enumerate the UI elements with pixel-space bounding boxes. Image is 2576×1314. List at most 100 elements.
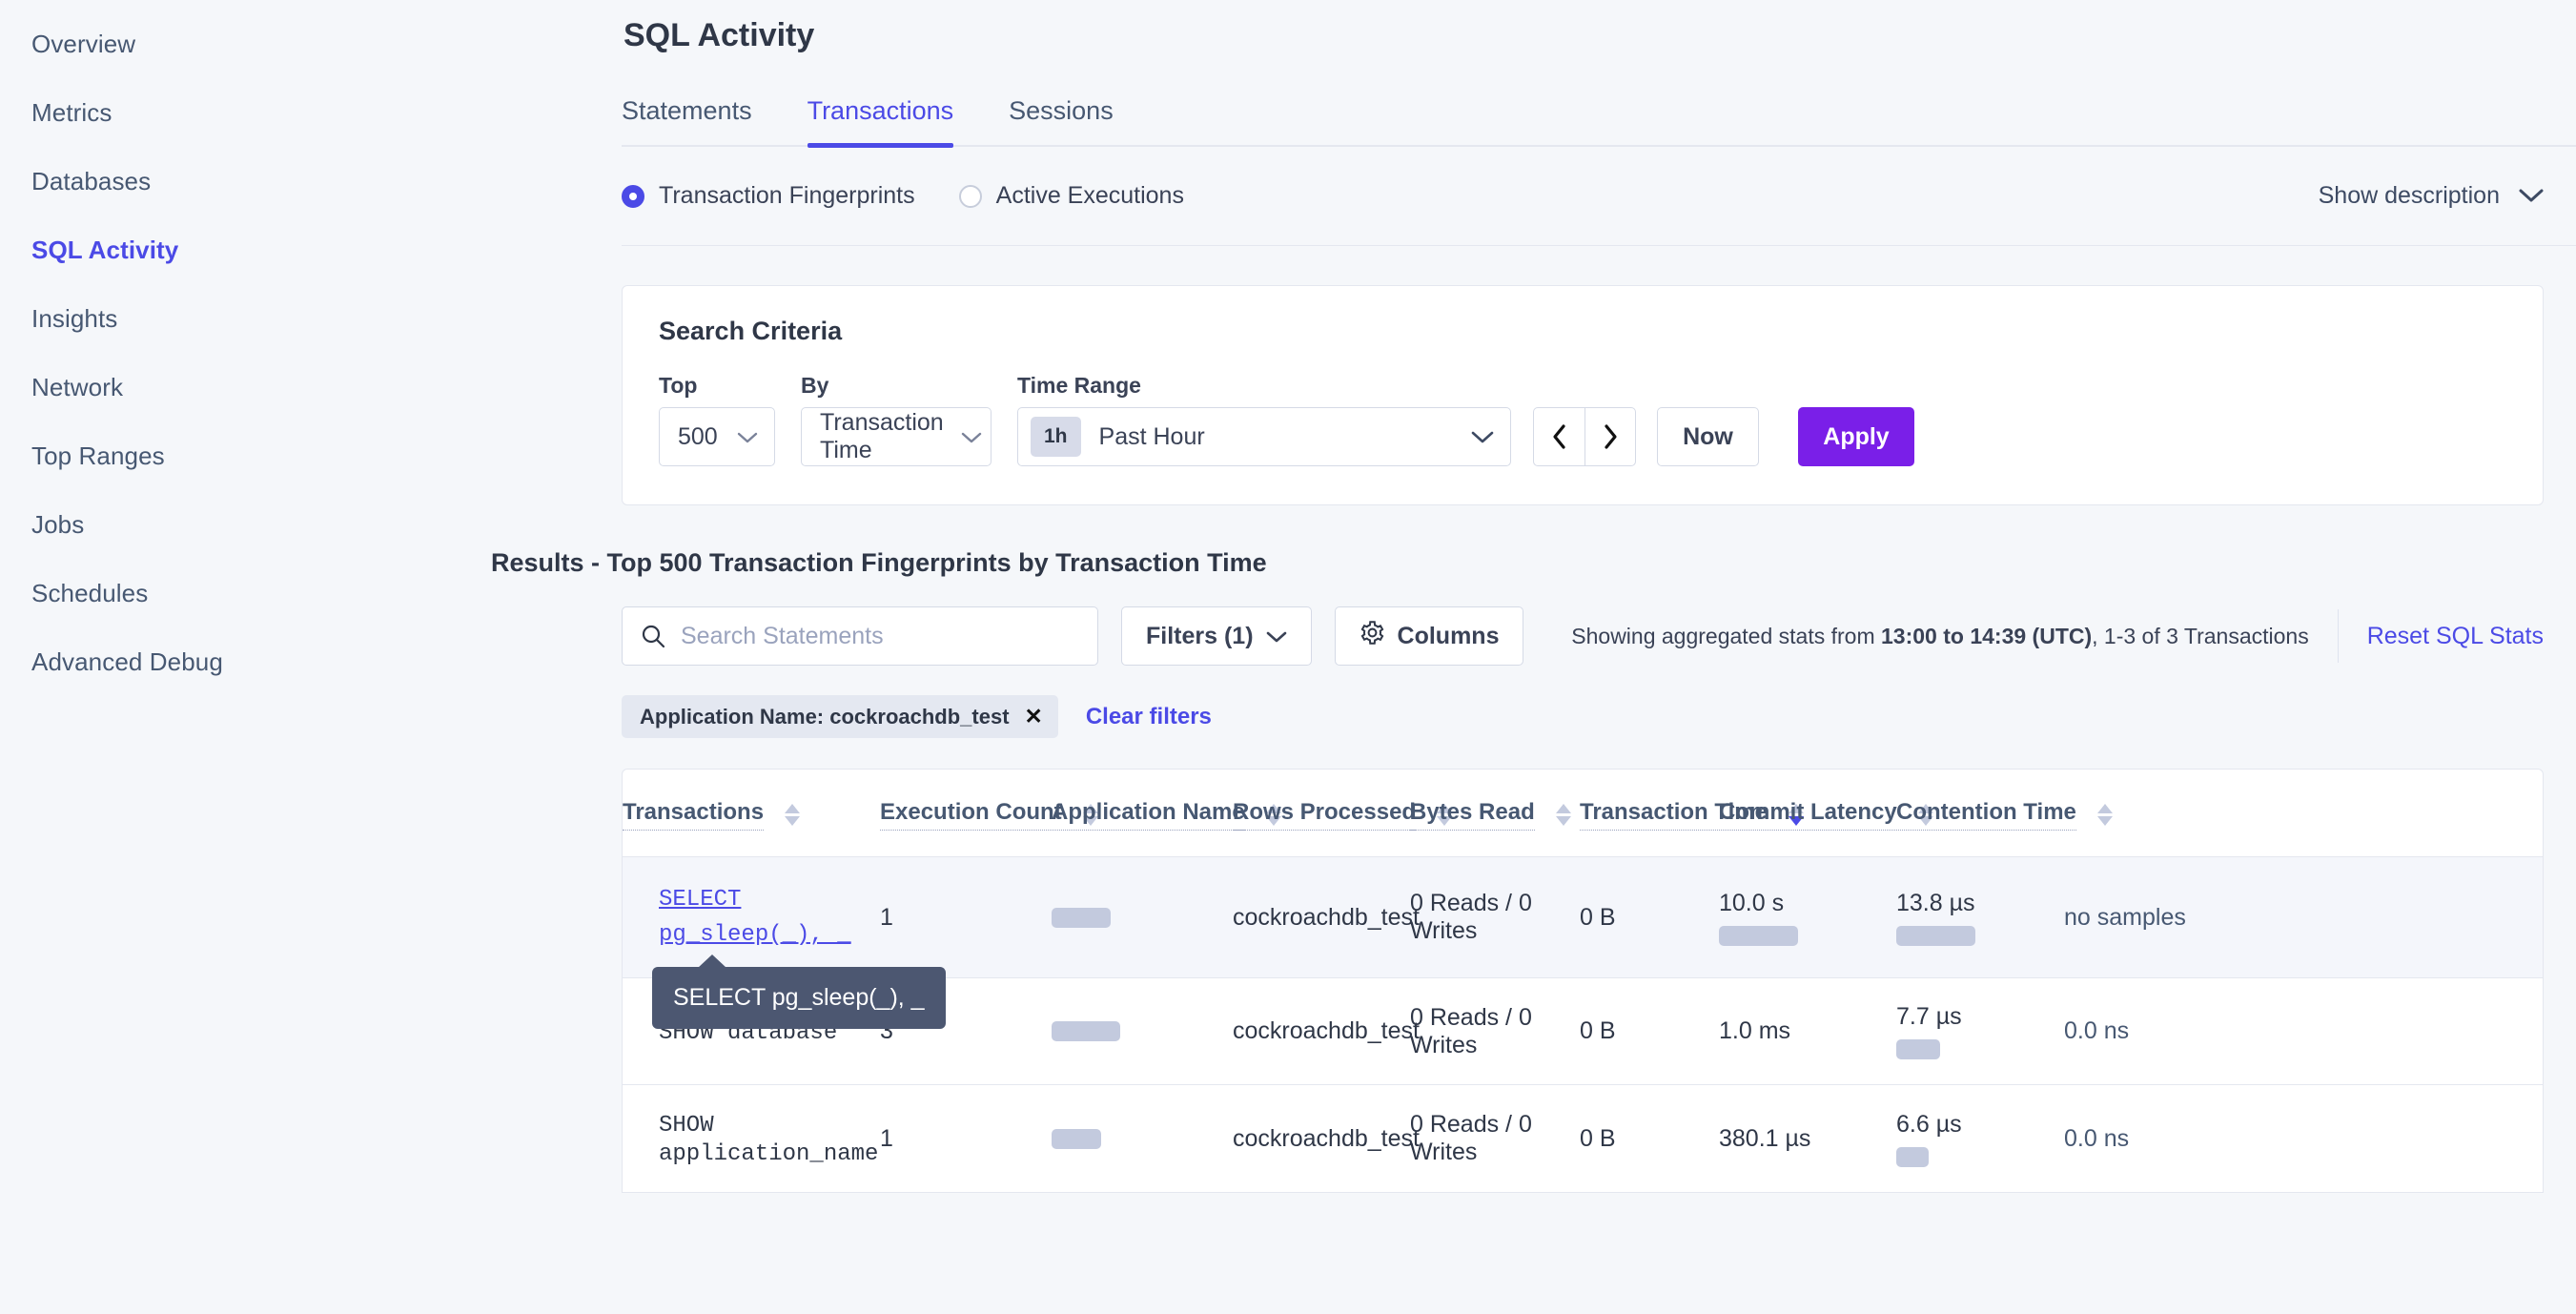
results-toolbar: Filters (1) Columns Showing aggregated s… [622,606,2544,666]
sort-toggle-icon[interactable] [1788,804,1804,826]
sort-toggle-icon[interactable] [1437,804,1453,826]
col-header-commit-latency[interactable]: Commit Latency [1719,770,1933,857]
triangle-up-icon [785,804,801,813]
transaction-link[interactable]: SELECT pg_sleep(_), _ [659,887,851,949]
sidebar-item-overview[interactable]: Overview [0,10,310,78]
col-header-bytes-read[interactable]: Bytes Read [1410,770,1580,857]
triangle-up-icon [1917,804,1933,813]
sidebar-item-label: Overview [31,29,136,58]
now-button[interactable]: Now [1657,407,1759,466]
sidebar-item-metrics[interactable]: Metrics [0,78,310,147]
sidebar-item-label: Advanced Debug [31,647,223,676]
gear-icon [1360,620,1385,652]
search-input[interactable] [681,622,1079,650]
sidebar-item-top-ranges[interactable]: Top Ranges [0,421,310,490]
sort-toggle-icon[interactable] [785,804,801,826]
time-range-pill: 1h [1031,417,1081,457]
tab-transactions[interactable]: Transactions [807,96,953,148]
filters-button[interactable]: Filters (1) [1121,606,1312,666]
time-nav-buttons [1533,407,1636,466]
cell-rows-processed: 0 Reads / 0 Writes [1410,1085,1580,1193]
time-next-button[interactable] [1584,408,1635,465]
sidebar-item-schedules[interactable]: Schedules [0,559,310,627]
close-icon[interactable]: ✕ [1024,704,1043,729]
col-header-transaction-time[interactable]: Transaction Time [1580,770,1804,857]
sidebar-item-advanced-debug[interactable]: Advanced Debug [0,627,310,696]
commit-latency-value: 6.6 µs [1896,1110,1962,1138]
reset-sql-stats-link[interactable]: Reset SQL Stats [2366,622,2544,649]
table-row[interactable]: SELECT pg_sleep(_), _ 1 cockroachdb_test 0 … [623,856,2543,979]
col-header-label: Application Name [1052,799,1245,831]
sidebar-item-sql-activity[interactable]: SQL Activity [0,216,310,284]
show-description-toggle[interactable]: Show description [2319,182,2576,210]
by-value: Transaction Time [820,409,944,463]
search-criteria-fields: Top 500 By Transaction Time [659,373,2506,466]
radio-transaction-fingerprints[interactable]: Transaction Fingerprints [622,182,915,210]
col-header-transactions[interactable]: Transactions [623,770,880,857]
commit-latency-bar [1896,1039,1940,1060]
by-select[interactable]: Transaction Time [801,407,992,466]
time-range-select[interactable]: 1h Past Hour [1017,407,1511,466]
search-statements-box[interactable] [622,606,1098,666]
tab-sessions[interactable]: Sessions [1009,96,1114,125]
sidebar-item-label: Schedules [31,578,149,607]
radio-indicator [622,184,644,208]
cell-execution-count-bar [1052,977,1233,1086]
execution-count-value: 1 [880,903,893,931]
sort-toggle-icon[interactable] [1917,804,1933,826]
col-header-execution-count[interactable]: Execution Count [880,770,1098,857]
top-label: Top [659,373,698,398]
execution-count-value: 1 [880,1124,893,1152]
results-meta: Showing aggregated stats from 13:00 to 1… [1571,609,2544,663]
top-select[interactable]: 500 [659,407,775,466]
triangle-down-icon [1788,816,1804,826]
table-row[interactable]: SHOW application_name 1 cockroachdb_test 0 … [623,1085,2543,1193]
time-range-field: Time Range 1h Past Hour [1017,373,1511,466]
radio-label: Transaction Fingerprints [659,182,915,209]
page-title: SQL Activity [624,17,815,53]
sort-toggle-icon[interactable] [1082,804,1098,826]
execution-count-bar [1052,1128,1101,1149]
cell-execution-count: 1 [880,856,1052,979]
top-field: Top 500 [659,373,775,466]
col-header-label: Contention Time [1896,799,2076,831]
radio-active-executions[interactable]: Active Executions [958,182,1184,210]
sort-toggle-icon[interactable] [1555,804,1571,826]
col-header-label: Commit Latency [1719,799,1897,831]
filters-label: Filters (1) [1146,622,1254,649]
col-header-contention-time[interactable]: Contention Time [1896,770,2113,857]
time-range-label: Time Range [1017,373,1141,398]
col-header-rows-processed[interactable]: Rows Processed [1233,770,1453,857]
filter-chip-application-name[interactable]: Application Name: cockroachdb_test ✕ [622,695,1058,738]
col-header-application-name[interactable]: Application Name [1052,770,1281,857]
page-title-wrap: SQL Activity [622,0,2576,54]
triangle-down-icon [1437,816,1453,826]
bytes-read-value: 0 B [1580,903,1616,931]
query-tooltip: SELECT pg_sleep(_), _ [652,955,946,1030]
sidebar-item-label: Jobs [31,509,85,539]
rows-processed-value: 0 Reads / 0 Writes [1410,890,1532,945]
tab-statements[interactable]: Statements [622,96,752,125]
triangle-down-icon [1265,816,1281,826]
sidebar-item-databases[interactable]: Databases [0,147,310,216]
sidebar-item-jobs[interactable]: Jobs [0,490,310,559]
col-header-label: Transactions [623,799,765,831]
sort-toggle-icon[interactable] [2096,804,2113,826]
sidebar-item-insights[interactable]: Insights [0,284,310,353]
results-title: Results - Top 500 Transaction Fingerprin… [491,548,1267,577]
contention-time-value: no samples [2064,903,2186,931]
col-header-label: Execution Count [880,799,1062,831]
table-header-row: Transactions Execution Count Application N… [623,770,2543,857]
triangle-up-icon [1555,804,1571,813]
apply-button[interactable]: Apply [1798,407,1914,466]
time-prev-button[interactable] [1534,408,1584,465]
columns-button[interactable]: Columns [1334,606,1524,666]
application-name-value: cockroachdb_test [1233,903,1420,931]
commit-latency-stack: 13.8 µs [1896,890,2064,946]
sidebar-item-network[interactable]: Network [0,353,310,421]
clear-filters-link[interactable]: Clear filters [1085,703,1212,729]
transactions-table: Transactions Execution Count Application N… [623,770,2543,1192]
sort-toggle-icon[interactable] [1265,804,1281,826]
chevron-down-icon [720,423,758,451]
cell-application-name: cockroachdb_test [1233,977,1420,1086]
